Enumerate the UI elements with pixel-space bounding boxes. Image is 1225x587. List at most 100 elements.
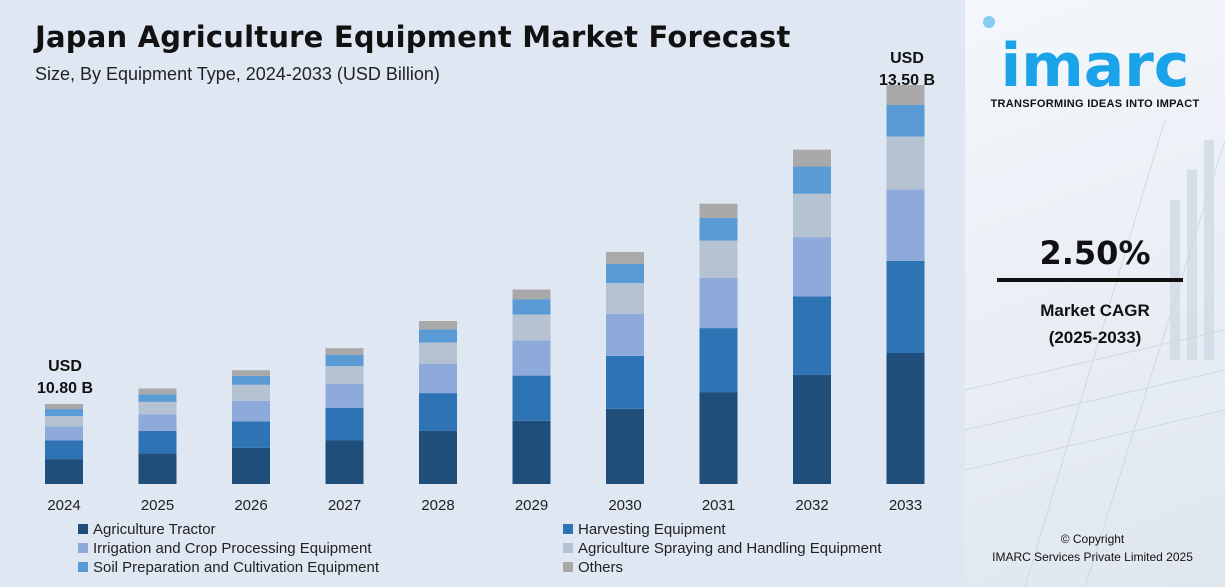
chart-title: Japan Agriculture Equipment Market Forec…: [35, 20, 791, 54]
bar-segment-2024-3: [45, 415, 83, 427]
bar-segment-2031-4: [699, 218, 738, 241]
chart-subtitle: Size, By Equipment Type, 2024-2033 (USD …: [35, 64, 440, 84]
bar-segment-2033-5: [886, 85, 925, 105]
bar-segment-2031-2: [699, 277, 738, 329]
cagr-label: Market CAGR (2025-2033): [985, 297, 1205, 351]
bar-segment-2030-2: [606, 313, 644, 356]
bar-segment-2027-5: [325, 348, 364, 355]
side-panel: imarc TRANSFORMING IDEAS INTO IMPACT 2.5…: [965, 0, 1225, 587]
legend-label: Agriculture Tractor: [93, 520, 216, 538]
x-tick-label: 2028: [421, 497, 454, 514]
legend-swatch: [78, 524, 88, 534]
bar-segment-2025-1: [138, 430, 177, 454]
bar-segment-2031-1: [699, 328, 738, 393]
x-tick-label: 2025: [141, 497, 174, 514]
bar-segment-2027-4: [325, 354, 364, 367]
legend-item-soil-preparation-equipment: Soil Preparation and Cultivation Equipme…: [78, 558, 563, 576]
copyright-line2: IMARC Services Private Limited 2025: [992, 550, 1193, 564]
x-tick-label: 2024: [47, 497, 80, 514]
x-tick-label: 2030: [608, 497, 641, 514]
bar-segment-2025-5: [138, 388, 177, 395]
bar-segment-2029-0: [512, 420, 551, 484]
bar-segment-2029-5: [512, 289, 551, 300]
bar-segment-2025-3: [138, 401, 177, 415]
bar-segment-2028-5: [419, 321, 457, 330]
x-tick-label: 2027: [328, 497, 361, 514]
legend-swatch: [563, 524, 573, 534]
bar-segment-2030-0: [606, 408, 644, 484]
cagr-divider: [997, 278, 1183, 282]
legend-label: Agriculture Spraying and Handling Equipm…: [578, 539, 882, 557]
bar-segment-2032-1: [793, 296, 831, 375]
bar-segment-2033-4: [886, 105, 925, 137]
bar-segment-2032-0: [793, 374, 831, 484]
bar-segment-2024-0: [45, 459, 83, 484]
stacked-bar-chart: 2024 2025 2026 2027 2028 2029 2030 2031 2032 2033: [45, 85, 925, 514]
chart-panel: 2024 2025 2026 2027 2028 2029 2030 2031 2032 2033…: [0, 0, 965, 587]
legend-label: Soil Preparation and Cultivation Equipme…: [93, 558, 380, 576]
chart-legend: Agriculture Tractor Harvesting Equipment…: [78, 520, 958, 576]
bar-segment-2028-4: [419, 329, 457, 343]
bar-segment-2026-3: [232, 384, 270, 401]
callout-2033: USD 13.50 B: [862, 48, 952, 92]
callout-2024-value: 10.80 B: [36, 380, 94, 397]
bar-segment-2030-5: [606, 252, 644, 264]
bar-segment-2030-1: [606, 355, 644, 409]
bar-segment-2028-3: [419, 342, 457, 364]
cagr-label-line1: Market CAGR: [1040, 301, 1150, 320]
callout-2024-currency: USD: [48, 358, 82, 375]
bar-segment-2029-1: [512, 375, 551, 421]
x-tick-label: 2032: [795, 497, 828, 514]
bar-segment-2032-4: [793, 166, 831, 194]
legend-label: Irrigation and Crop Processing Equipment: [93, 539, 372, 557]
bar-segment-2026-2: [232, 400, 270, 422]
legend-item-irrigation-equipment: Irrigation and Crop Processing Equipment: [78, 539, 563, 557]
bar-segment-2033-0: [886, 353, 925, 484]
bar-segment-2033-3: [886, 136, 925, 190]
copyright-notice: © Copyright IMARC Services Private Limit…: [965, 530, 1220, 566]
x-tick-label: 2031: [702, 497, 735, 514]
x-tick-label: 2029: [515, 497, 548, 514]
bar-segment-2026-5: [232, 370, 270, 376]
brand-tagline: TRANSFORMING IDEAS INTO IMPACT: [990, 98, 1200, 110]
bar-segment-2025-2: [138, 414, 177, 431]
bar-segment-2032-5: [793, 149, 831, 167]
bar-segment-2033-2: [886, 189, 925, 261]
x-tick-label: 2033: [889, 497, 922, 514]
bar-segment-2032-3: [793, 193, 831, 238]
bar-segment-2024-2: [45, 426, 83, 441]
bar-segment-2024-5: [45, 403, 83, 409]
legend-item-harvesting-equipment: Harvesting Equipment: [563, 520, 958, 538]
legend-label: Harvesting Equipment: [578, 520, 726, 538]
bar-segment-2031-5: [699, 203, 738, 218]
bar-segment-2029-4: [512, 299, 551, 315]
bar-segment-2026-1: [232, 421, 270, 448]
legend-item-agriculture-tractor: Agriculture Tractor: [78, 520, 563, 538]
callout-2024: USD 10.80 B: [20, 356, 110, 400]
bar-segment-2026-4: [232, 375, 270, 385]
imarc-logo: imarc: [1001, 36, 1190, 96]
legend-swatch: [78, 562, 88, 572]
bar-segment-2028-2: [419, 363, 457, 394]
bar-segment-2029-2: [512, 340, 551, 376]
bar-segment-2027-1: [325, 407, 364, 441]
callout-2033-value: 13.50 B: [878, 72, 936, 89]
legend-item-others: Others: [563, 558, 958, 576]
bar-segment-2030-4: [606, 263, 644, 283]
bar-segment-2027-3: [325, 366, 364, 384]
bar-segment-2024-1: [45, 440, 83, 460]
legend-swatch: [78, 543, 88, 553]
legend-label: Others: [578, 558, 624, 576]
bar-segment-2026-0: [232, 447, 270, 484]
bar-segment-2027-0: [325, 440, 364, 484]
legend-item-spraying-equipment: Agriculture Spraying and Handling Equipm…: [563, 539, 958, 557]
bar-segment-2029-3: [512, 314, 551, 341]
svg-text:imarc: imarc: [1001, 36, 1190, 96]
bar-segment-2025-4: [138, 394, 177, 402]
bar-segment-2028-0: [419, 430, 457, 484]
bar-segment-2033-1: [886, 260, 925, 353]
bar-segment-2025-0: [138, 453, 177, 484]
bar-segment-2027-2: [325, 383, 364, 408]
bar-segment-2032-2: [793, 237, 831, 297]
copyright-line1: © Copyright: [1060, 532, 1125, 546]
